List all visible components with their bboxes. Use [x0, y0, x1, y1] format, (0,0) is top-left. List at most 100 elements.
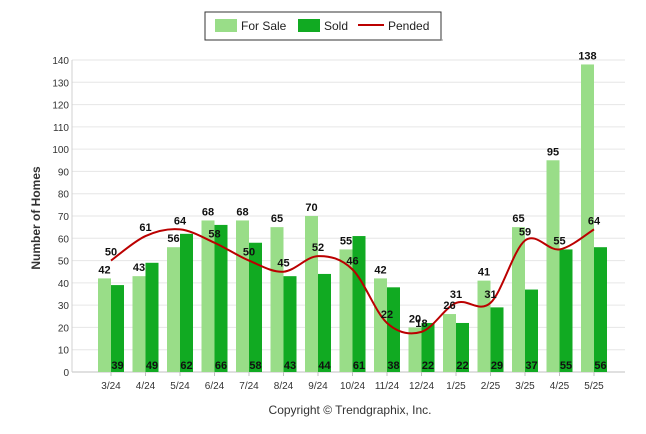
bar-sold: [559, 249, 573, 372]
y-tick-label: 40: [58, 279, 70, 290]
bar-sold: [145, 262, 159, 372]
bar-sold: [490, 307, 504, 372]
x-tick-label: 12/24: [409, 381, 434, 392]
data-label-sold: 39: [111, 360, 123, 372]
x-tick-label: 4/25: [550, 381, 570, 392]
bar-for-sale: [132, 276, 146, 372]
data-label-sold: 55: [560, 360, 572, 372]
data-label-for-sale: 43: [133, 262, 145, 274]
data-label-for-sale: 65: [271, 213, 283, 225]
y-tick-label: 140: [52, 56, 69, 67]
x-tick-label: 4/24: [136, 381, 156, 392]
data-label-sold: 43: [284, 360, 296, 372]
y-tick-label: 70: [58, 212, 70, 223]
bar-sold: [387, 287, 400, 372]
y-tick-label: 120: [52, 101, 69, 112]
bar-sold: [421, 322, 435, 372]
bar-for-sale: [339, 249, 353, 372]
bar-sold: [318, 273, 331, 372]
x-tick-label: 5/25: [584, 381, 604, 392]
y-tick-label: 110: [53, 123, 69, 134]
legend-label-sold: Sold: [324, 19, 348, 33]
data-label-sold: 22: [456, 360, 468, 372]
data-label-sold: 29: [491, 360, 503, 372]
data-label-pended: 45: [277, 258, 289, 270]
axes: 0 10 20 30 40 50 60 70 80 90 100 110 120 130 140 3/24 4/…: [52, 56, 625, 392]
x-tick-label: 3/24: [101, 381, 121, 392]
legend: For Sale Sold Pended: [204, 11, 443, 41]
data-label-sold: 49: [146, 360, 158, 372]
y-tick-label: 90: [58, 167, 70, 178]
data-label-for-sale: 138: [578, 50, 596, 62]
y-tick-label: 20: [58, 323, 70, 334]
bar-sold: [111, 285, 124, 372]
bar-for-sale: [236, 220, 249, 372]
data-label-pended: 50: [243, 247, 255, 259]
y-tick-label: 30: [58, 301, 70, 312]
y-tick-label: 10: [58, 346, 70, 357]
data-label-pended: 18: [415, 318, 427, 330]
bar-sold: [180, 233, 193, 372]
data-label-pended: 46: [346, 255, 358, 267]
data-label-for-sale: 42: [98, 264, 110, 276]
bar-sold: [352, 236, 366, 372]
data-label-pended: 64: [588, 215, 601, 227]
y-tick-label: 80: [58, 190, 70, 201]
data-label-for-sale: 20: [409, 313, 421, 325]
data-label-sold: 37: [525, 360, 537, 372]
bar-for-sale: [443, 314, 456, 372]
y-tick-label: 50: [58, 257, 70, 268]
data-label-pended: 58: [208, 229, 220, 241]
data-label-pended: 31: [450, 289, 462, 301]
data-label-for-sale: 95: [547, 146, 559, 158]
data-label-pended: 31: [484, 289, 496, 301]
bar-for-sale: [201, 220, 215, 372]
legend-swatch-sold: [298, 19, 320, 32]
bar-for-sale: [546, 160, 560, 372]
legend-label-pended: Pended: [388, 19, 429, 33]
data-label-sold: 44: [318, 360, 331, 372]
data-label-for-sale: 68: [202, 206, 214, 218]
data-label-pended: 22: [381, 309, 393, 321]
bar-for-sale: [581, 64, 594, 372]
data-label-sold: 56: [594, 360, 606, 372]
data-label-pended: 61: [139, 222, 151, 234]
bar-for-sale: [408, 327, 422, 372]
data-label-pended: 59: [519, 227, 531, 239]
data-labels: 42 43 56 68 68 65 70 55 42 20 26 41 65 95 138 39 49 62 66 5…: [98, 50, 606, 372]
data-label-for-sale: 68: [236, 206, 248, 218]
bar-for-sale: [305, 216, 318, 372]
bar-sold: [525, 289, 538, 372]
bar-for-sale: [477, 280, 491, 372]
legend-shadow: [207, 39, 443, 41]
data-label-for-sale: 26: [443, 300, 455, 312]
bar-for-sale: [270, 227, 284, 372]
data-label-for-sale: 56: [167, 233, 179, 245]
bar-sold: [214, 224, 228, 372]
data-label-sold: 22: [422, 360, 434, 372]
bar-sold: [594, 247, 607, 372]
data-label-pended: 50: [105, 247, 117, 259]
bar-for-sale: [512, 227, 525, 372]
y-tick-label: 60: [58, 234, 70, 245]
x-tick-label: 1/25: [446, 381, 466, 392]
data-label-sold: 38: [387, 360, 399, 372]
data-label-sold: 61: [353, 360, 365, 372]
bars: [98, 64, 607, 372]
data-label-pended: 64: [174, 215, 187, 227]
bar-sold: [456, 322, 469, 372]
x-tick-label: 11/24: [375, 381, 400, 392]
bar-sold: [283, 276, 297, 372]
x-tick-label: 3/25: [515, 381, 535, 392]
data-label-for-sale: 55: [340, 235, 352, 247]
data-label-for-sale: 41: [478, 267, 490, 279]
x-tick-label: 7/24: [239, 381, 259, 392]
bar-sold: [249, 242, 262, 372]
data-label-sold: 62: [180, 360, 192, 372]
x-tick-label: 9/24: [308, 381, 328, 392]
data-label-for-sale: 42: [374, 264, 386, 276]
pended-line-layer: [110, 228, 595, 335]
data-label-for-sale: 70: [305, 202, 317, 214]
